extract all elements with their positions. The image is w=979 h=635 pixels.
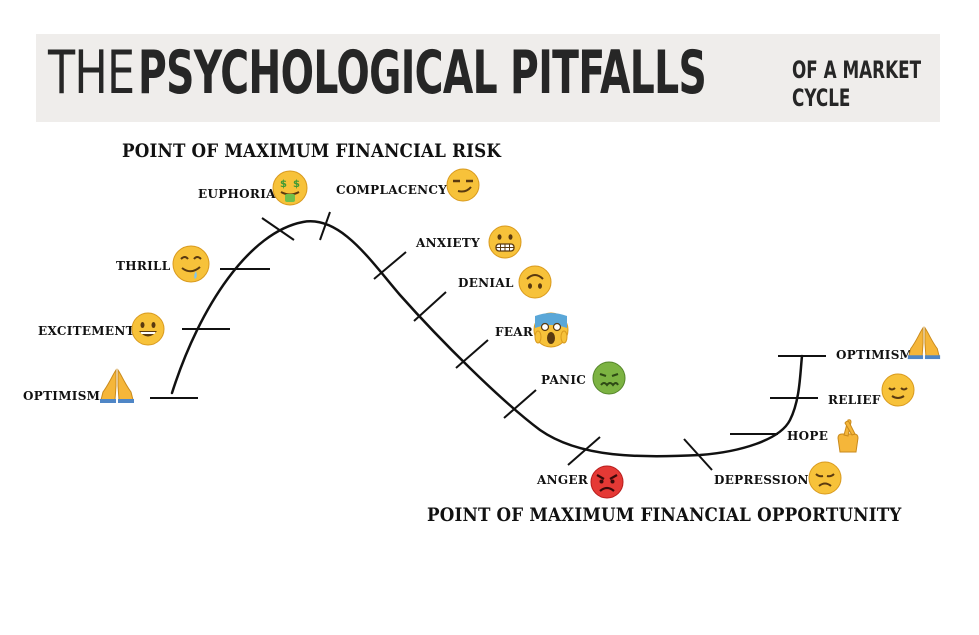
crossed-fingers-icon (837, 419, 859, 453)
label-excitement: EXCITEMENT (38, 324, 135, 338)
angry-face-icon (590, 465, 624, 499)
disappointed-face-icon (808, 461, 842, 495)
label-thrill: THRILL (116, 259, 171, 273)
praying-hands-icon (907, 326, 941, 360)
title-of-a-market-cycle: OF A MARKET CYCLE (792, 56, 932, 112)
tick-anxiety (373, 251, 407, 280)
nauseated-face-icon (592, 361, 626, 395)
tick-panic (503, 389, 537, 419)
tick-denial (413, 291, 447, 322)
drooling-face-icon (172, 245, 210, 283)
smirking-face-icon (446, 168, 480, 202)
tick-euphoria (261, 217, 295, 241)
tick-depression (683, 438, 713, 471)
praying-hands-icon (100, 368, 134, 403)
tick-anger (567, 436, 601, 466)
screaming-face-icon (533, 312, 569, 348)
svg-text:$: $ (293, 179, 300, 190)
title-banner: THE PSYCHOLOGICAL PITFALLS OF A MARKET C… (36, 34, 940, 122)
grimacing-face-icon (488, 225, 522, 259)
title-psychological-pitfalls: PSYCHOLOGICAL PITFALLS (138, 38, 707, 108)
label-anxiety: ANXIETY (416, 236, 480, 250)
label-fear: FEAR (495, 325, 534, 339)
label-optimism-end: OPTIMISM (836, 348, 914, 362)
label-complacency: COMPLACENCY (336, 183, 448, 197)
tick-complacency (319, 211, 331, 241)
title-the: THE (48, 38, 135, 108)
grinning-face-icon (131, 312, 165, 346)
upside-down-face-icon (518, 265, 552, 299)
label-euphoria: EUPHORIA (198, 187, 276, 201)
title-line-2: CYCLE (792, 84, 851, 112)
label-optimism-start: OPTIMISM (23, 389, 101, 403)
tick-fear (455, 339, 489, 369)
stage-ticks (150, 211, 826, 471)
max-opportunity-heading: POINT OF MAXIMUM FINANCIAL OPPORTUNITY (427, 504, 902, 526)
label-relief: RELIEF (828, 393, 881, 407)
label-hope: HOPE (787, 429, 829, 443)
title-line-1: OF A MARKET (792, 56, 922, 84)
label-denial: DENIAL (458, 276, 514, 290)
label-depression: DEPRESSION (714, 473, 809, 487)
market-cycle-curve (170, 220, 804, 458)
label-panic: PANIC (541, 373, 587, 387)
label-anger: ANGER (537, 473, 589, 487)
max-risk-heading: POINT OF MAXIMUM FINANCIAL RISK (122, 140, 502, 162)
svg-text:$: $ (280, 179, 287, 190)
money-mouth-face-icon: $ $ (272, 170, 308, 206)
relieved-face-icon (881, 373, 915, 407)
